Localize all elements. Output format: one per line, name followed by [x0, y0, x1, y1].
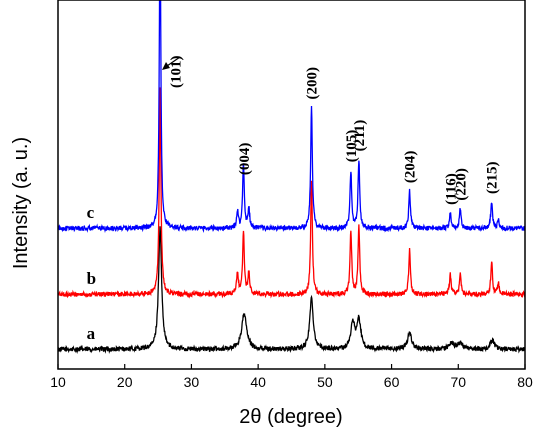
series-label-a: a — [87, 324, 96, 343]
x-axis-title: 2θ (degree) — [239, 406, 342, 428]
x-tick-label-10: 10 — [50, 374, 66, 390]
series-line-a — [58, 226, 525, 354]
peak-label-004: (004) — [237, 143, 253, 176]
series-line-c — [58, 0, 525, 234]
x-tick-label-80: 80 — [517, 374, 533, 390]
peak-label-105: (105) — [344, 130, 360, 163]
plot-frame — [57, 0, 526, 370]
annotation-layer: abc(101)(004)(200)(105)(211)(204)(116)(2… — [87, 56, 501, 343]
peak-label-215: (215) — [485, 161, 501, 194]
y-axis-title: Intensity (a. u.) — [10, 137, 32, 269]
peak-label-211: (211) — [352, 120, 368, 152]
x-tick-label-30: 30 — [184, 374, 200, 390]
x-axis: 10 20 30 40 50 60 70 80 — [50, 364, 533, 390]
series-line-b — [58, 87, 525, 299]
x-tick-label-50: 50 — [317, 374, 333, 390]
peak-label-200: (200) — [305, 67, 321, 100]
peak-label-101: (101) — [168, 56, 184, 89]
series-label-c: c — [87, 203, 95, 222]
x-tick-label-20: 20 — [117, 374, 133, 390]
arrow-101 — [162, 56, 181, 70]
peak-label-204: (204) — [403, 151, 419, 184]
series-label-b: b — [87, 269, 96, 288]
series-layer — [58, 0, 525, 354]
peak-label-220: (220) — [453, 168, 469, 201]
x-tick-label-40: 40 — [250, 374, 266, 390]
x-tick-label-60: 60 — [384, 374, 400, 390]
peak-label-116: (116) — [443, 173, 459, 205]
x-tick-label-70: 70 — [450, 374, 466, 390]
